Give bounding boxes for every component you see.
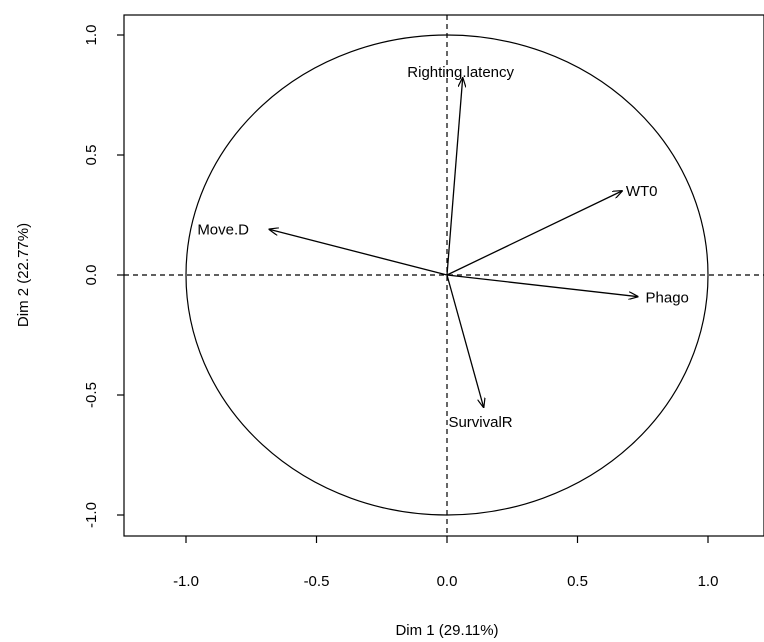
label-survivalr: SurvivalR — [448, 414, 512, 431]
y-tick-label: 0.5 — [83, 145, 100, 166]
arrow-survivalr — [446, 274, 484, 407]
x-tick-label: 0.5 — [567, 573, 588, 590]
x-tick-label: -0.5 — [304, 573, 330, 590]
arrow-move-d — [270, 229, 448, 276]
label-wt0: WT0 — [626, 183, 658, 200]
x-tick-label: 1.0 — [698, 573, 719, 590]
label-phago: Phago — [646, 290, 689, 307]
label-move-d: Move.D — [197, 221, 249, 238]
y-axis-title: Dim 2 (22.77%) — [15, 223, 32, 327]
x-tick-label: -1.0 — [173, 573, 199, 590]
y-tick-label: -1.0 — [83, 502, 100, 528]
arrow-wt0 — [446, 191, 622, 276]
y-tick-label: 0.0 — [83, 265, 100, 286]
label-righting-latency: Righting.latency — [407, 64, 514, 81]
y-tick-label: 1.0 — [83, 25, 100, 46]
arrow-righting-latency — [446, 78, 463, 276]
x-axis-title: Dim 1 (29.11%) — [395, 622, 498, 639]
arrow-phago — [446, 274, 638, 297]
y-tick-label: -0.5 — [83, 382, 100, 408]
plot-area: -1.0 -0.5 0.0 0.5 1.0 -1.0 -0.5 0.0 0.5 1.0 Righti… — [83, 14, 764, 590]
x-tick-label: 0.0 — [437, 573, 458, 590]
